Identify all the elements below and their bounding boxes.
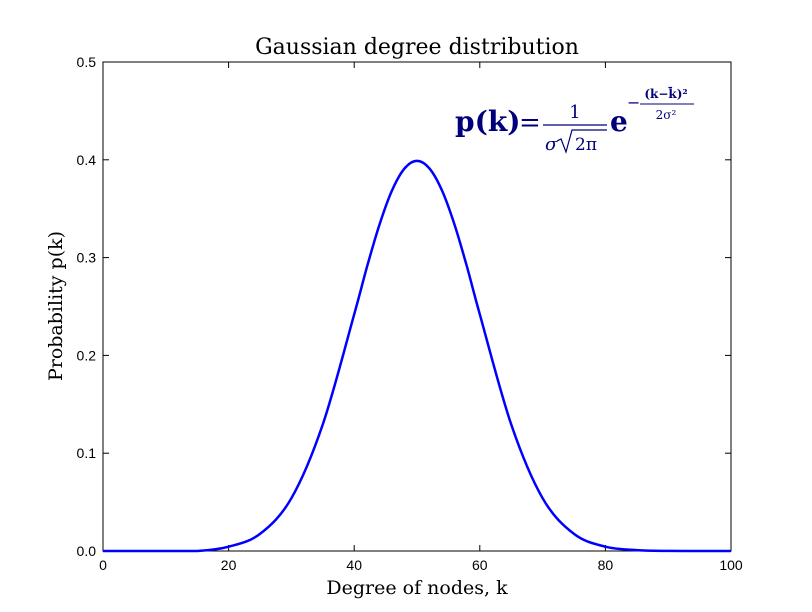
formula-sigma: σ (545, 134, 558, 155)
x-tick-label: 20 (221, 557, 237, 573)
chart-title: Gaussian degree distribution (255, 35, 579, 60)
formula-equals: = (519, 108, 541, 138)
x-axis-label: Degree of nodes, k (326, 577, 508, 599)
formula-exp-sign: − (627, 93, 640, 112)
y-tick-label: 0.1 (77, 445, 97, 461)
x-tick-label: 60 (472, 557, 488, 573)
formula-numerator: 1 (569, 102, 580, 123)
formula-base: e (610, 105, 628, 138)
y-tick-label: 0.2 (77, 347, 97, 363)
y-tick-label: 0.4 (77, 152, 97, 168)
formula-annotation: p(k) = 1 σ 2π e − (k−k̄)² 2σ² (455, 85, 694, 155)
y-tick-label: 0.0 (77, 543, 97, 559)
y-tick-label: 0.3 (77, 250, 97, 266)
x-tick-label: 0 (99, 557, 107, 573)
y-axis-label: Probability p(k) (45, 231, 67, 381)
formula-radical (556, 129, 607, 154)
x-tick-label: 80 (598, 557, 614, 573)
formula-exp-denominator: 2σ² (656, 108, 677, 122)
formula-root: 2π (575, 135, 597, 155)
formula-exp-numerator: (k−k̄)² (644, 85, 687, 101)
formula-lhs: p(k) (455, 105, 520, 138)
plot-frame (102, 61, 732, 552)
y-tick-label: 0.5 (77, 54, 97, 70)
series-line (103, 159, 731, 553)
x-tick-label: 100 (719, 557, 743, 573)
x-tick-label: 40 (346, 557, 362, 573)
